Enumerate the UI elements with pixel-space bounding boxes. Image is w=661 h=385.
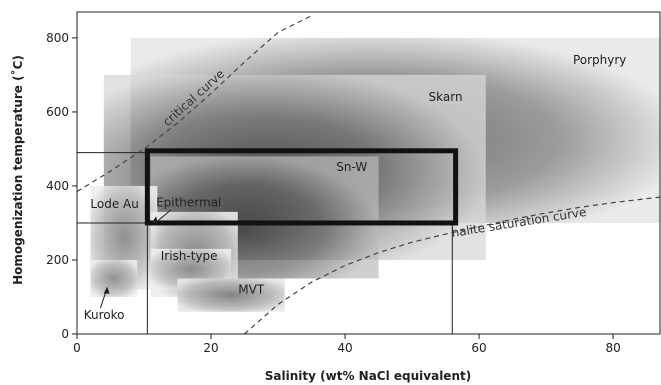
epithermal-arrow <box>155 209 172 223</box>
x-axis-title: Salinity (wt% NaCl equivalent) <box>265 369 471 383</box>
label-mvt: MVT <box>238 282 265 296</box>
y-tick-label-800: 800 <box>46 31 69 45</box>
x-tick-label-40: 40 <box>337 341 352 355</box>
guide-lines <box>77 152 453 334</box>
highlight-box <box>144 148 459 226</box>
reference-curves <box>77 15 660 334</box>
x-tick-label-60: 60 <box>471 341 486 355</box>
halite-saturation-curve-line <box>244 196 660 334</box>
y-axis-title: Homogenization temperature (˚C) <box>10 55 25 285</box>
field-mvt <box>177 278 285 312</box>
label-irish-type: Irish-type <box>161 249 218 263</box>
label-skarn: Skarn <box>429 90 463 104</box>
ore-deposit-fields <box>90 37 660 312</box>
label-kuroko: Kuroko <box>84 308 125 322</box>
kuroko-arrowhead <box>103 286 110 294</box>
y-tick-label-200: 200 <box>46 253 69 267</box>
plot-frame <box>76 11 661 335</box>
field-kuroko <box>90 259 138 297</box>
critical-curve-line <box>77 15 312 193</box>
label-sn-w: Sn-W <box>336 160 367 174</box>
label-lode-au: Lode Au <box>90 197 138 211</box>
y-tick-label-600: 600 <box>46 105 69 119</box>
y-tick-label-400: 400 <box>46 179 69 193</box>
label-epithermal: Epithermal <box>156 195 221 209</box>
x-tick-label-0: 0 <box>73 341 81 355</box>
x-tick-label-20: 20 <box>203 341 218 355</box>
label-porphyry: Porphyry <box>573 53 626 67</box>
x-tick-label-80: 80 <box>605 341 620 355</box>
epithermal-arrowhead <box>152 216 159 224</box>
highlight-box-layer <box>144 148 459 226</box>
y-tick-label-0: 0 <box>61 327 69 341</box>
